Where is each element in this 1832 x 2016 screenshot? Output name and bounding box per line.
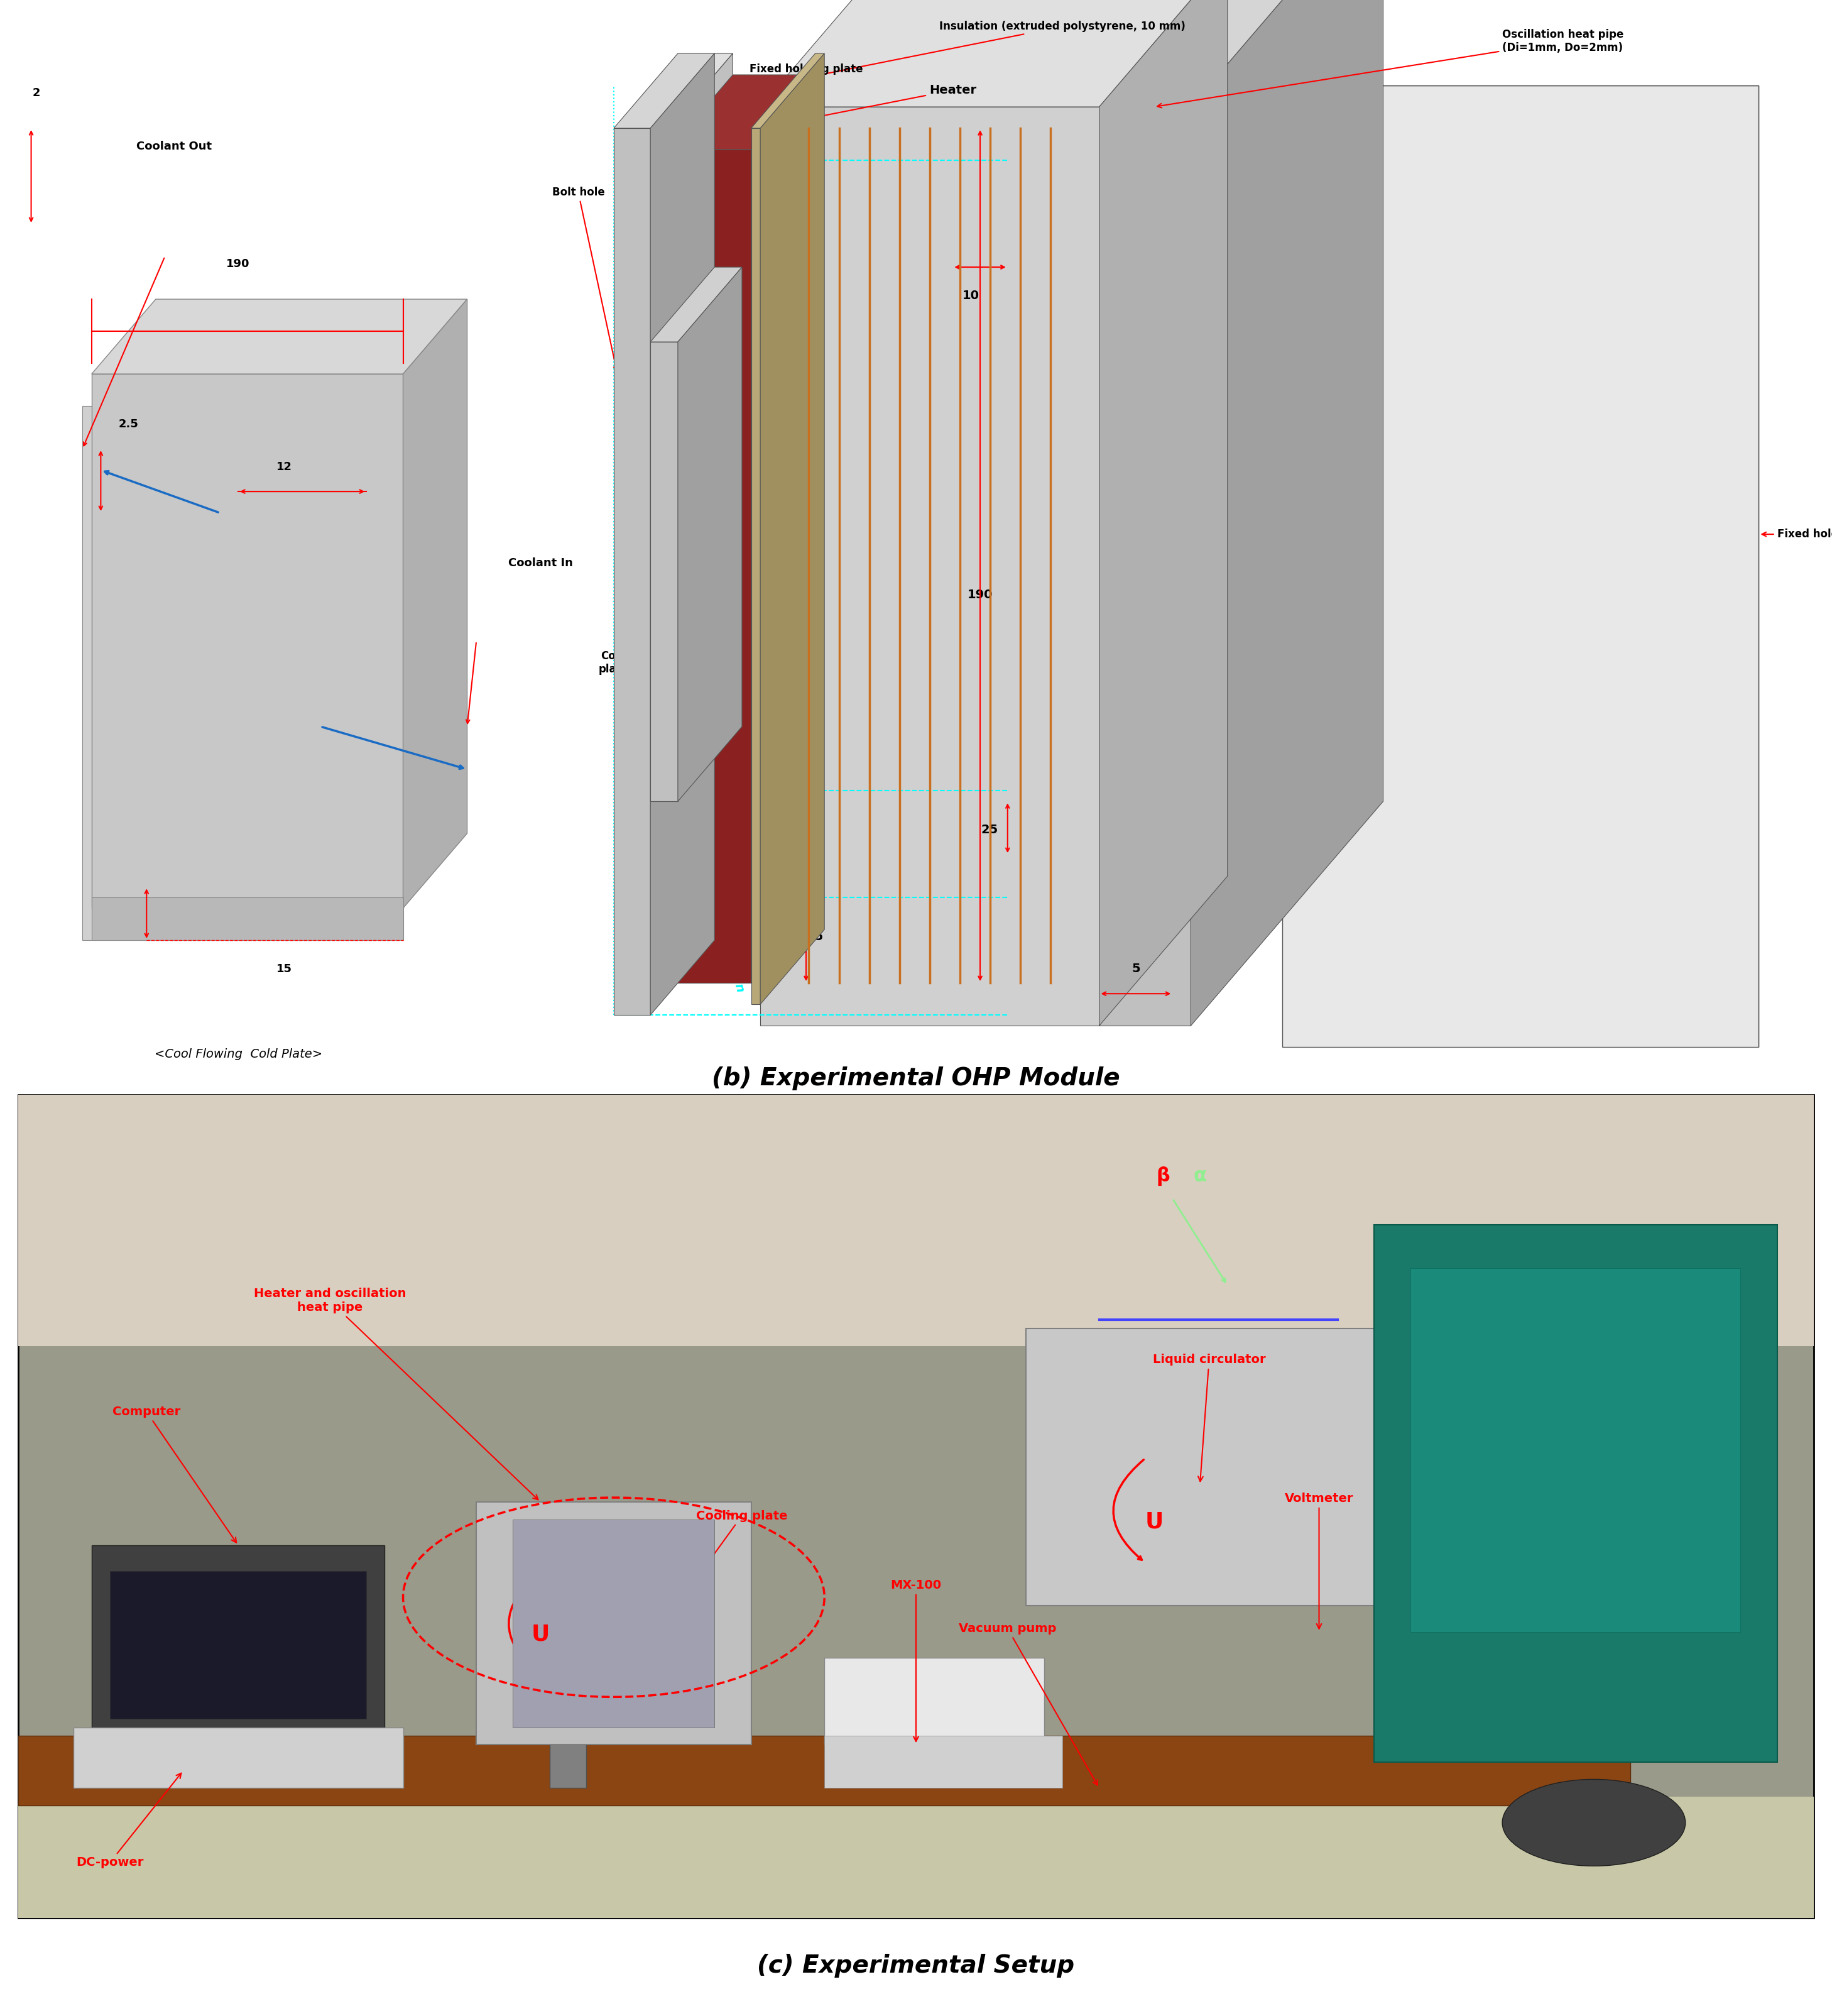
Text: Oscillation heat pipe
(Di=1mm, Do=2mm): Oscillation heat pipe (Di=1mm, Do=2mm) — [1158, 28, 1623, 107]
Text: Heater: Heater — [709, 85, 976, 139]
Bar — [824, 1736, 1063, 1788]
Polygon shape — [1099, 0, 1227, 1026]
Polygon shape — [650, 54, 714, 1016]
Polygon shape — [650, 54, 733, 129]
Text: 2.5: 2.5 — [119, 419, 137, 429]
Text: 5: 5 — [1132, 964, 1140, 976]
Text: β: β — [1156, 1165, 1171, 1185]
Polygon shape — [1282, 85, 1759, 1046]
Bar — [110, 1570, 366, 1718]
Polygon shape — [751, 54, 824, 129]
Text: Condenser Section: Condenser Section — [702, 865, 746, 994]
Polygon shape — [1099, 0, 1383, 107]
Text: 150: 150 — [757, 472, 782, 484]
Text: 10: 10 — [962, 290, 980, 302]
Polygon shape — [760, 107, 1099, 1026]
Text: Cold
plate: Cold plate — [599, 651, 628, 675]
Polygon shape — [751, 75, 815, 984]
Text: α: α — [1193, 1167, 1207, 1185]
Text: 2: 2 — [33, 87, 40, 99]
Text: 25: 25 — [980, 825, 998, 837]
Text: Adiabatic Section: Adiabatic Section — [702, 752, 746, 871]
Text: Voltmeter: Voltmeter — [1284, 1492, 1354, 1629]
Text: 12: 12 — [277, 462, 291, 472]
Polygon shape — [614, 129, 650, 1016]
Bar — [73, 1728, 403, 1788]
Polygon shape — [678, 266, 742, 802]
Polygon shape — [669, 149, 751, 984]
Bar — [1374, 1224, 1777, 1762]
Text: Computer: Computer — [112, 1405, 236, 1542]
Bar — [1411, 1268, 1740, 1633]
Polygon shape — [751, 129, 760, 1004]
Polygon shape — [92, 897, 403, 939]
Polygon shape — [650, 266, 742, 343]
Text: Coolant Out: Coolant Out — [136, 141, 213, 151]
Text: 15: 15 — [806, 931, 824, 943]
Polygon shape — [760, 0, 1227, 107]
Ellipse shape — [1502, 1780, 1685, 1867]
Polygon shape — [92, 375, 403, 907]
Text: <Cool Flowing  Cold Plate>: <Cool Flowing Cold Plate> — [154, 1048, 322, 1060]
Polygon shape — [760, 54, 824, 1004]
Bar — [147, 1728, 330, 1762]
Text: Evaporator Section: Evaporator Section — [698, 375, 749, 524]
Bar — [824, 1657, 1044, 1744]
Text: Cooling plate: Cooling plate — [616, 1510, 788, 1689]
Polygon shape — [92, 298, 467, 375]
Text: MX-100: MX-100 — [890, 1579, 942, 1742]
Polygon shape — [403, 298, 467, 907]
Polygon shape — [669, 54, 733, 984]
Bar — [513, 1520, 714, 1728]
Text: (b) Experimental OHP Module: (b) Experimental OHP Module — [713, 1066, 1119, 1091]
Polygon shape — [82, 405, 394, 939]
Text: Fixed holding plate: Fixed holding plate — [1762, 528, 1832, 540]
Bar — [18, 1736, 1630, 1806]
Text: Vacuum pump: Vacuum pump — [958, 1623, 1097, 1786]
Text: Thermal
pad: Thermal pad — [627, 544, 674, 569]
Bar — [550, 1736, 586, 1788]
Text: Coolant In: Coolant In — [507, 558, 573, 569]
Polygon shape — [650, 129, 669, 984]
Polygon shape — [669, 75, 815, 149]
Text: Liquid circulator: Liquid circulator — [1152, 1355, 1266, 1482]
Text: Bolt hole: Bolt hole — [551, 187, 617, 371]
Polygon shape — [650, 343, 678, 802]
Text: U: U — [1145, 1510, 1163, 1532]
Text: Insulation (extruded polystyrene, 10 mm): Insulation (extruded polystyrene, 10 mm) — [663, 20, 1185, 107]
Text: (c) Experimental Setup: (c) Experimental Setup — [757, 1954, 1075, 1978]
Bar — [476, 1502, 751, 1744]
Text: DC-power: DC-power — [77, 1774, 181, 1869]
Polygon shape — [1099, 107, 1191, 1026]
Text: Fixed holding plate: Fixed holding plate — [636, 62, 863, 127]
Text: U: U — [531, 1623, 550, 1645]
Bar — [1026, 1329, 1429, 1607]
Bar — [18, 1095, 1814, 1347]
Text: 15: 15 — [277, 964, 291, 976]
Polygon shape — [614, 54, 714, 129]
Text: 190: 190 — [967, 589, 993, 601]
Bar — [18, 1796, 1814, 1917]
Bar — [92, 1544, 385, 1736]
Polygon shape — [1191, 0, 1383, 1026]
Text: 190: 190 — [227, 258, 249, 270]
Text: Heater and oscillation
heat pipe: Heater and oscillation heat pipe — [253, 1288, 539, 1500]
